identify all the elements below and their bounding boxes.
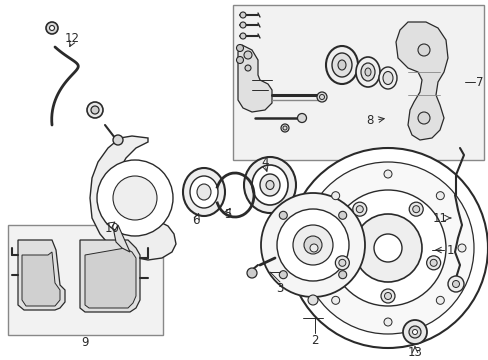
Circle shape [236, 45, 243, 51]
Circle shape [412, 329, 417, 334]
Text: 13: 13 [407, 346, 422, 359]
Text: 9: 9 [81, 336, 88, 348]
Circle shape [276, 209, 348, 281]
Text: 11: 11 [431, 211, 447, 225]
Text: 12: 12 [64, 31, 80, 45]
Text: 10: 10 [104, 221, 119, 234]
Text: 7: 7 [475, 76, 483, 89]
Circle shape [447, 276, 463, 292]
Circle shape [356, 206, 363, 213]
Circle shape [279, 271, 287, 279]
Circle shape [236, 57, 243, 63]
Ellipse shape [355, 57, 379, 87]
Text: 1: 1 [446, 243, 453, 256]
Ellipse shape [183, 168, 224, 216]
Circle shape [240, 33, 245, 39]
Polygon shape [395, 22, 447, 140]
Polygon shape [80, 240, 140, 312]
Circle shape [380, 289, 394, 303]
Circle shape [408, 326, 420, 338]
Polygon shape [114, 225, 130, 252]
Polygon shape [238, 45, 271, 112]
Circle shape [292, 225, 332, 265]
Ellipse shape [197, 184, 210, 200]
Ellipse shape [244, 157, 295, 213]
Circle shape [244, 51, 251, 59]
Ellipse shape [364, 68, 370, 76]
Circle shape [429, 259, 436, 266]
Ellipse shape [325, 46, 357, 84]
Polygon shape [18, 240, 65, 310]
Circle shape [373, 234, 401, 262]
Circle shape [451, 280, 459, 288]
Circle shape [435, 192, 444, 200]
Circle shape [402, 320, 426, 344]
Circle shape [331, 192, 339, 200]
Circle shape [417, 44, 429, 56]
Circle shape [316, 92, 326, 102]
Circle shape [331, 296, 339, 304]
Circle shape [91, 106, 99, 114]
Circle shape [113, 135, 123, 145]
Circle shape [244, 65, 250, 71]
Circle shape [240, 12, 245, 18]
Polygon shape [22, 252, 60, 306]
Text: 6: 6 [192, 213, 199, 226]
Ellipse shape [378, 67, 396, 89]
Circle shape [353, 214, 421, 282]
Ellipse shape [382, 72, 392, 85]
Ellipse shape [251, 165, 287, 205]
Circle shape [240, 22, 245, 28]
Circle shape [426, 256, 440, 270]
Circle shape [329, 190, 445, 306]
Polygon shape [90, 136, 176, 260]
Circle shape [46, 22, 58, 34]
Text: 8: 8 [366, 113, 373, 126]
Circle shape [287, 148, 487, 348]
Ellipse shape [265, 180, 273, 189]
Circle shape [383, 170, 391, 178]
Circle shape [49, 26, 54, 31]
Ellipse shape [337, 60, 346, 70]
Circle shape [408, 202, 422, 216]
Circle shape [338, 211, 346, 219]
Text: 2: 2 [311, 333, 318, 346]
Text: 4: 4 [261, 156, 268, 168]
Circle shape [113, 176, 157, 220]
Circle shape [383, 318, 391, 326]
Circle shape [281, 124, 288, 132]
Circle shape [338, 259, 345, 266]
Circle shape [87, 102, 103, 118]
Ellipse shape [190, 176, 218, 208]
Text: 3: 3 [276, 282, 283, 294]
Circle shape [97, 160, 173, 236]
Circle shape [338, 271, 346, 279]
Ellipse shape [260, 174, 280, 196]
Circle shape [352, 202, 366, 216]
Circle shape [309, 244, 317, 252]
Circle shape [412, 206, 419, 213]
Circle shape [304, 236, 321, 254]
Circle shape [384, 292, 391, 300]
Circle shape [279, 211, 287, 219]
Circle shape [435, 296, 444, 304]
Circle shape [297, 113, 306, 122]
Ellipse shape [331, 53, 351, 77]
Circle shape [261, 193, 364, 297]
Ellipse shape [360, 63, 374, 81]
Circle shape [335, 256, 348, 270]
Bar [8, 225, 163, 335]
Circle shape [417, 112, 429, 124]
Circle shape [302, 162, 473, 334]
Text: 5: 5 [224, 208, 231, 221]
Circle shape [307, 295, 317, 305]
Bar [232, 5, 483, 160]
Circle shape [246, 268, 257, 278]
Polygon shape [85, 248, 136, 308]
Circle shape [457, 244, 465, 252]
